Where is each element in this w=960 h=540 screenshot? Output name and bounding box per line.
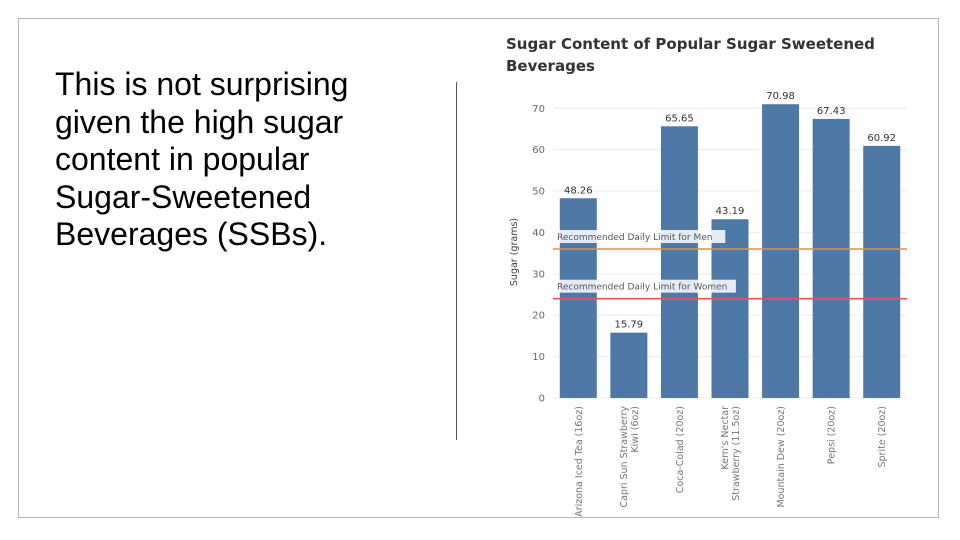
bar [610,332,648,398]
x-tick-label: Pepsi (20oz) [827,406,838,464]
y-tick-label: 20 [532,311,545,322]
y-tick-label: 10 [532,352,545,363]
bar-chart: 0 10 20 30 40 50 60 70 Recommended Daily Limit … [509,91,907,517]
data-label: 43.19 [716,206,745,217]
data-label: 15.79 [615,320,644,331]
reference-line-label: Recommended Daily Limit for Women [557,283,727,293]
data-label: 65.65 [665,113,694,124]
y-tick-label: 40 [532,228,545,239]
reference-line-label: Recommended Daily Limit for Men [557,233,713,243]
slide-body-text: This is not surprising given the high su… [55,66,349,252]
reference-label-bg [555,279,736,293]
data-label: 70.98 [766,91,795,102]
x-tick-label: Coca-Colad (20oz) [675,406,686,493]
divider-line [456,82,457,440]
x-tick-label: Arizona Iced Tea (16oz) [574,406,585,517]
y-axis-label: Sugar (grams) [509,218,520,286]
y-tick-label: 0 [539,394,545,405]
y-tick-label: 60 [532,145,545,156]
bar [863,145,901,398]
y-tick-label: 30 [532,269,545,280]
chart-title: Sugar Content of Popular Sugar Sweetened… [506,35,875,75]
data-label: 48.26 [564,185,593,196]
bar [762,104,800,398]
y-tick-label: 50 [532,187,545,198]
slide-frame [18,18,939,518]
bar [812,118,850,398]
x-tick-label: Sprite (20oz) [877,406,888,468]
x-tick-label: Kern's NectarStrawberry (11.5oz) [720,406,742,501]
x-tick-label: Mountain Dew (20oz) [776,406,787,508]
x-tick-label: Capri Sun StrawberryKiwi (6oz) [619,406,641,508]
data-label: 60.92 [867,133,896,144]
bar [660,126,698,398]
bar [711,219,749,398]
data-label: 67.43 [817,106,846,117]
y-tick-label: 70 [532,104,545,115]
reference-label-bg [555,230,726,243]
